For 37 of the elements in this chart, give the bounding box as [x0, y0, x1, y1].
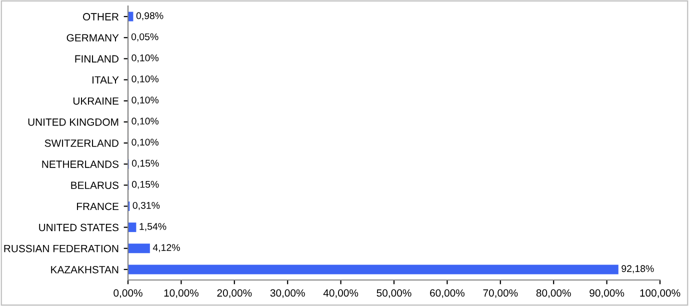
- data-label: 0,10%: [132, 54, 159, 62]
- data-label: 0,10%: [132, 96, 159, 105]
- x-tick-label: 90,00%: [590, 289, 624, 298]
- y-tick-label: FRANCE: [77, 202, 119, 210]
- data-label: 0,10%: [132, 75, 159, 84]
- data-label: 92,18%: [622, 265, 654, 274]
- data-label: 0,31%: [132, 202, 160, 210]
- x-tick-label: 60,00%: [430, 289, 464, 298]
- data-label: 0,05%: [131, 33, 158, 42]
- y-tick-label: RUSSIAN FEDERATION: [4, 244, 118, 252]
- y-tick-label: OTHER: [83, 13, 118, 20]
- x-tick-label: 10,00%: [164, 289, 198, 298]
- y-tick-label: NETHERLANDS: [42, 160, 118, 168]
- x-tick-label: 0,00%: [114, 289, 142, 298]
- data-label: 0,10%: [132, 118, 159, 126]
- x-tick-label: 50,00%: [376, 289, 412, 298]
- y-tick-label: GERMANY: [66, 34, 119, 42]
- y-tick-label: UNITED KINGDOM: [28, 118, 118, 126]
- y-tick-label: KAZAKHSTAN: [51, 266, 118, 274]
- data-label: 1,54%: [140, 223, 166, 232]
- y-tick-label: ITALY: [92, 76, 119, 84]
- x-tick-label: 30,00%: [270, 289, 305, 298]
- x-tick-label: 70,00%: [483, 289, 518, 298]
- y-tick-label: FINLAND: [75, 55, 118, 62]
- y-tick-label: UNITED STATES: [39, 224, 118, 232]
- y-tick-label: SWITZERLAND: [44, 140, 118, 147]
- data-label: 0,10%: [132, 138, 159, 147]
- x-tick-label: 40,00%: [323, 289, 358, 298]
- data-label: 0,15%: [132, 160, 159, 168]
- y-tick-label: BELARUS: [71, 182, 118, 190]
- x-tick-label: 20,00%: [217, 289, 252, 298]
- x-tick-label: 80,00%: [536, 289, 571, 298]
- y-tick-label: UKRAINE: [73, 97, 119, 105]
- data-label: 4,12%: [152, 244, 180, 252]
- x-tick-label: 100,00%: [640, 289, 680, 298]
- data-label: 0,15%: [132, 180, 159, 189]
- data-label: 0,98%: [136, 12, 164, 20]
